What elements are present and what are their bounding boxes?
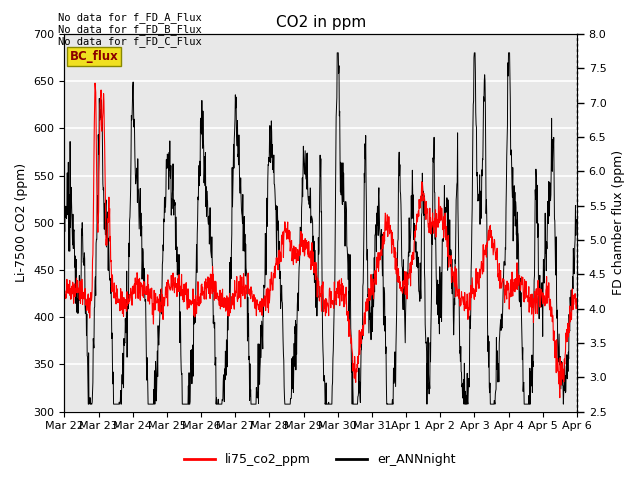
Title: CO2 in ppm: CO2 in ppm <box>276 15 366 30</box>
Text: No data for f_FD_B_Flux: No data for f_FD_B_Flux <box>58 24 202 35</box>
Text: No data for f_FD_A_Flux: No data for f_FD_A_Flux <box>58 12 202 23</box>
Text: BC_flux: BC_flux <box>70 50 118 63</box>
Legend: li75_co2_ppm, er_ANNnight: li75_co2_ppm, er_ANNnight <box>179 448 461 471</box>
Text: No data for f_FD_C_Flux: No data for f_FD_C_Flux <box>58 36 202 47</box>
Y-axis label: Li-7500 CO2 (ppm): Li-7500 CO2 (ppm) <box>15 163 28 282</box>
Y-axis label: FD chamber flux (ppm): FD chamber flux (ppm) <box>612 150 625 295</box>
